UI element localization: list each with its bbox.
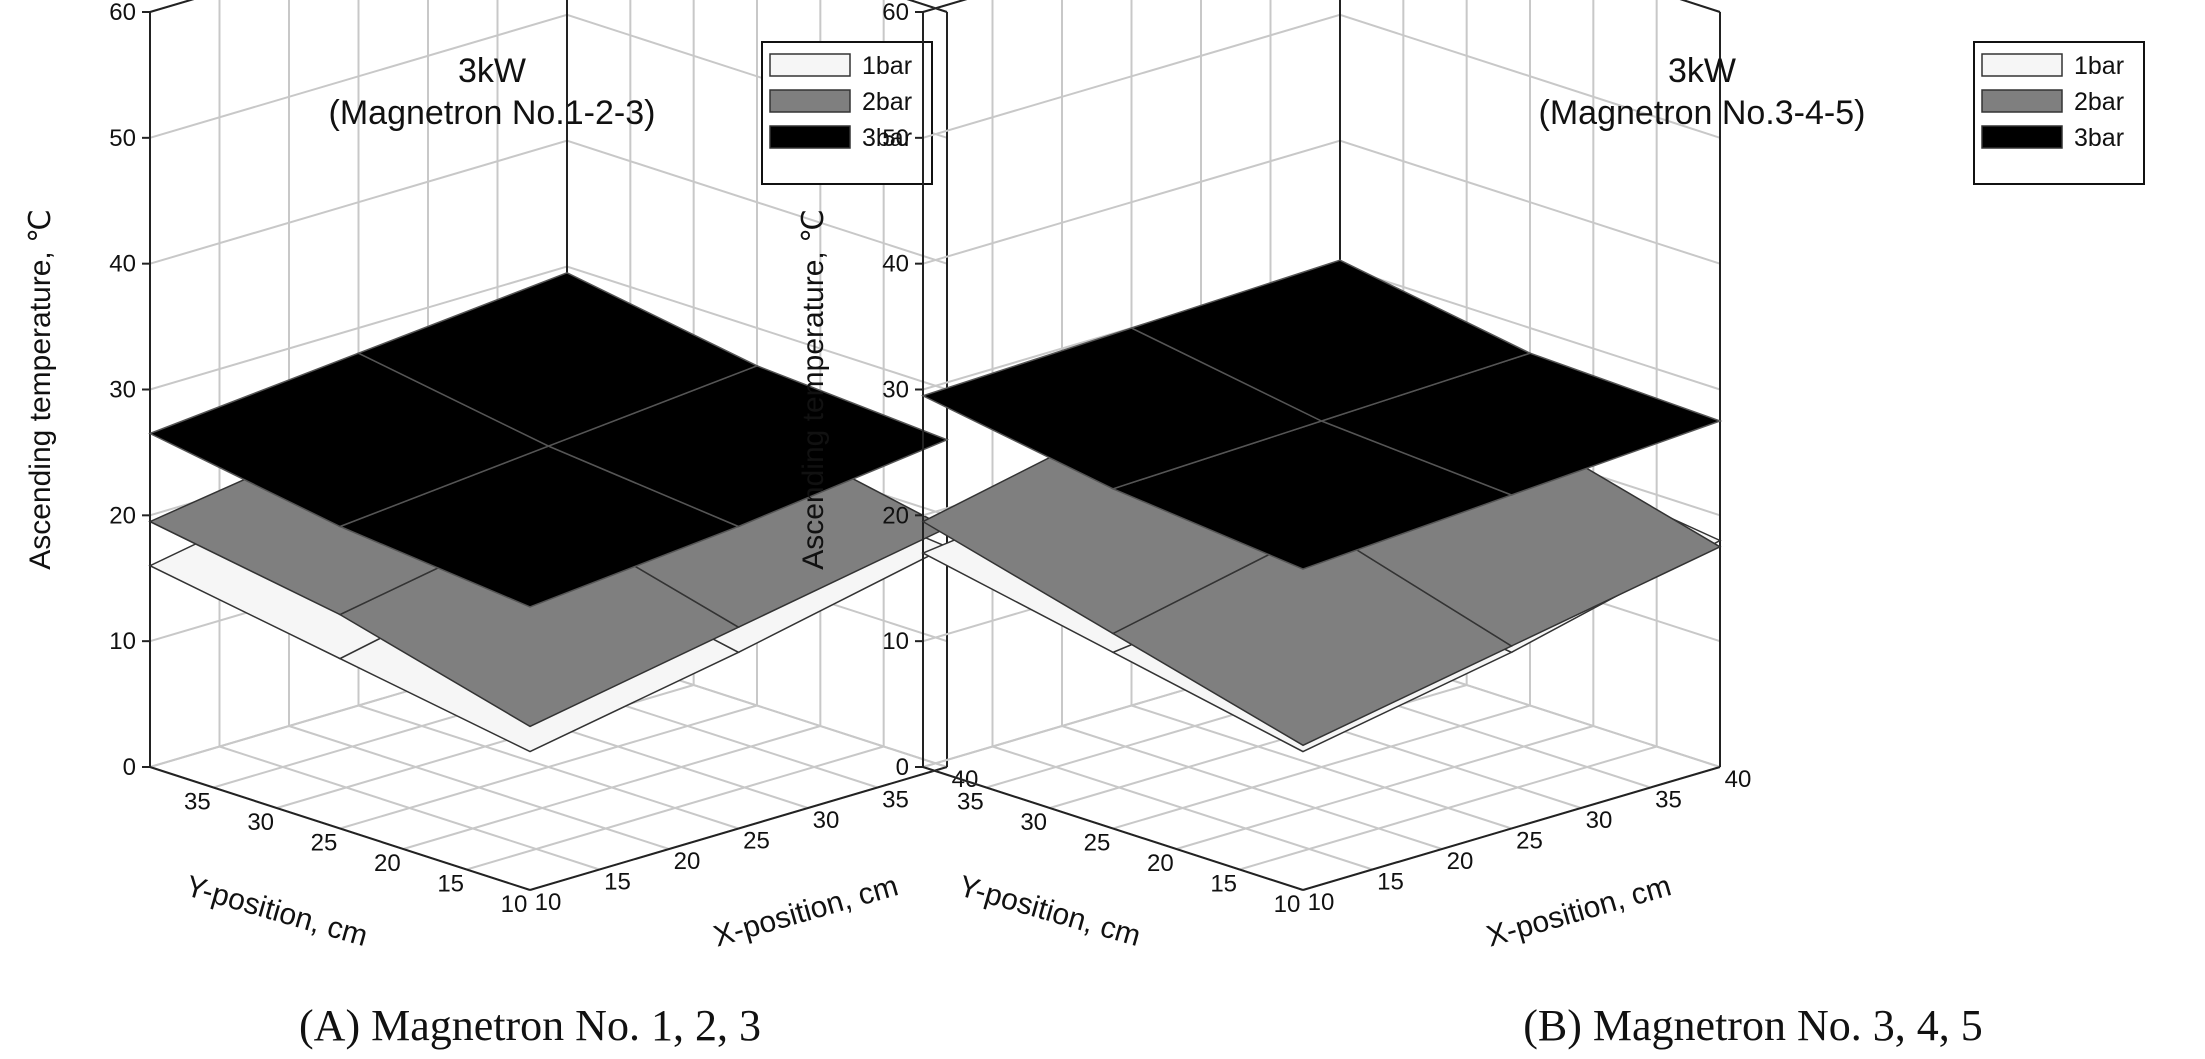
legend-swatch-2bar [769,89,851,113]
legend-swatch-1bar [1981,53,2063,77]
chart-title-line: (Magnetron No.1-2-3) [329,94,656,132]
chart-title-line: 3kW [458,52,526,90]
legend-label-3bar: 3bar [2074,124,2124,152]
legend-swatch-2bar [1981,89,2063,113]
surface-patch [1129,259,1532,422]
x-tick-label: 40 [952,766,979,793]
z-tick-label: 10 [882,628,909,655]
wall-grid-line [922,0,1721,13]
x-tick-label: 20 [674,848,701,875]
floor-grid-line [1239,745,1657,871]
wall-grid-line [922,139,1721,265]
x-tick-label: 30 [1586,807,1613,834]
y-tick-label: 20 [374,850,401,877]
z-tick-label: 40 [882,251,909,278]
z-tick-label: 20 [882,502,909,529]
floor-grid-line [403,725,821,850]
z-tick-label: 60 [109,0,136,26]
y-tick-label: 35 [957,789,984,816]
axis-frame-line [529,766,948,891]
x-tick-label: 20 [1447,848,1474,875]
legend-swatch-3bar [1981,125,2063,149]
z-axis-title: Ascending temperature, ℃ [24,209,57,570]
z-axis-title: Ascending temperature, ℃ [797,209,830,570]
y-tick-label: 25 [311,830,338,857]
panel-caption-b: (B) Magnetron No. 3, 4, 5 [1523,1001,1983,1050]
z-tick-label: 10 [109,628,136,655]
chart-panel-a: 0 10 20 30 40 50 60 10 15 20 25 30 35 40 10 15 20 25 30 35 A… [24,0,978,953]
floor-grid-line [466,745,884,871]
z-tick-label: 0 [123,754,136,781]
legend-label-1bar: 1bar [862,52,912,80]
panel-caption-a: (A) Magnetron No. 1, 2, 3 [299,1001,761,1050]
legend-label-2bar: 2bar [862,88,912,116]
legend-label-1bar: 1bar [2074,52,2124,80]
z-tick-label: 0 [896,754,909,781]
x-tick-label: 30 [813,807,840,834]
floor-grid-line [1176,725,1594,850]
z-tick-label: 60 [882,0,909,26]
surface-3bar [148,271,950,608]
x-tick-label: 10 [1308,889,1335,916]
z-tick-label: 20 [109,502,136,529]
z-tick-label: 30 [109,377,136,404]
legend-label-3bar: 3bar [862,124,912,152]
y-tick-label: 25 [1084,830,1111,857]
floor-grid-line [339,704,758,830]
legend-swatch-1bar [769,53,851,77]
x-tick-label: 25 [743,828,770,855]
y-tick-label: 20 [1147,850,1174,877]
x-tick-label: 10 [535,889,562,916]
surface-patch [356,271,759,447]
wall-grid-line [149,0,948,13]
x-tick-label: 40 [1725,766,1752,793]
x-tick-label: 35 [882,787,909,814]
legend-swatch-3bar [769,125,851,149]
x-tick-label: 15 [1377,869,1404,896]
y-tick-label: 10 [1274,891,1301,918]
y-tick-label: 30 [1020,809,1047,836]
x-axis-title: X-position, cm [1483,869,1675,953]
x-tick-label: 15 [604,869,631,896]
y-tick-label: 30 [247,809,274,836]
z-tick-label: 50 [109,125,136,152]
axis-frame-line [1302,766,1721,891]
legend-label-2bar: 2bar [2074,88,2124,116]
y-axis-title: Y-position, cm [182,870,371,953]
axis-frame-line [149,766,531,891]
chart-panel-b: 010203040506010152025303540101520253035A… [797,0,2145,953]
floor-grid-line [1112,704,1531,830]
z-tick-label: 30 [882,377,909,404]
x-tick-label: 25 [1516,828,1543,855]
z-tick-label: 50 [882,125,909,152]
y-tick-label: 15 [437,871,464,898]
surface-3bar [921,259,1723,570]
chart-title-line: 3kW [1668,52,1736,90]
x-axis-title: X-position, cm [710,869,902,953]
x-tick-label: 35 [1655,787,1682,814]
y-tick-label: 10 [501,891,528,918]
y-tick-label: 35 [184,789,211,816]
axis-frame-line [922,766,1304,891]
chart-title-line: (Magnetron No.3-4-5) [1539,94,1866,132]
z-tick-label: 40 [109,251,136,278]
y-tick-label: 15 [1210,871,1237,898]
y-axis-title: Y-position, cm [955,870,1144,953]
